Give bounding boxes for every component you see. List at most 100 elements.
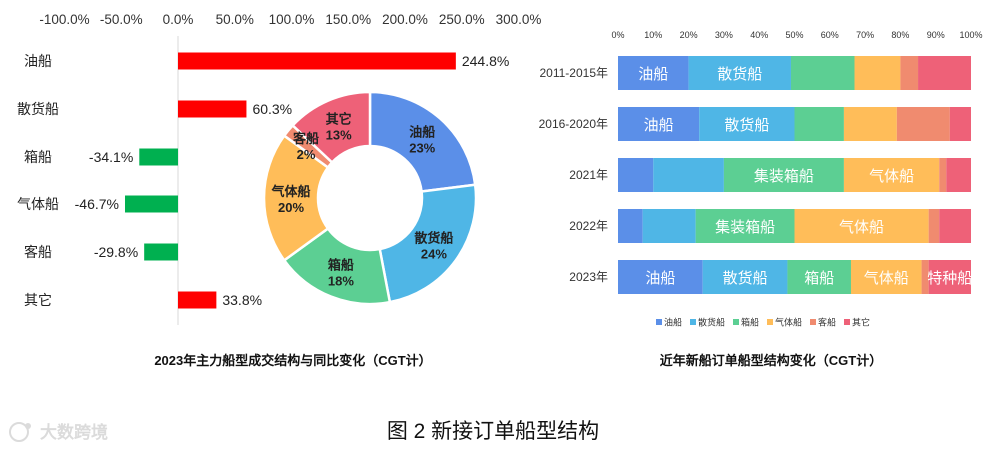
stacked-segment (928, 209, 940, 243)
category-label: 气体船 (17, 196, 59, 212)
legend-label: 气体船 (775, 317, 802, 328)
stacked-segment (918, 56, 971, 90)
bars (124, 52, 456, 309)
value-label: -46.7% (75, 196, 119, 212)
watermark-logo-icon (9, 422, 29, 442)
stacked-segment (896, 107, 950, 141)
x-tick-label: 90% (927, 30, 945, 40)
year-label: 2016-2020年 (539, 117, 608, 131)
stacked-segment (723, 158, 844, 192)
segment-label: 油船 (645, 270, 675, 287)
right-chart-title: 近年新船订单船型结构变化（CGT计） (660, 353, 882, 368)
x-tick-label: -50.0% (100, 12, 143, 27)
x-tick-label: 100% (959, 30, 982, 40)
value-label: -34.1% (89, 149, 133, 165)
legend-swatch (767, 319, 773, 325)
x-tick-label: 40% (750, 30, 768, 40)
year-label: 2021年 (569, 168, 608, 182)
segment-label: 气体船 (839, 219, 884, 236)
stacked-segment (787, 260, 851, 294)
donut-slice-value: 24% (421, 246, 447, 261)
yoy-change-bar-chart: -100.0% -50.0% 0.0% 50.0% 100.0% 150.0% 200.0%… (17, 12, 541, 368)
bar (178, 100, 247, 118)
x-tick-label: 250.0% (439, 12, 485, 27)
value-label: -29.8% (94, 244, 138, 260)
stacked-segment (900, 56, 919, 90)
stacked-segment (653, 158, 724, 192)
donut-slice-value: 2% (297, 147, 316, 162)
stacked-segment (702, 260, 788, 294)
stacked-segment (699, 107, 795, 141)
donut-slice-value: 18% (328, 273, 354, 288)
stacked-segment (618, 56, 689, 90)
stacked-segment (618, 260, 703, 294)
stacked-segment (618, 158, 654, 192)
legend-swatch (733, 319, 739, 325)
donut-slice-name: 油船 (409, 125, 435, 140)
segment-label: 气体船 (864, 270, 909, 287)
category-label: 油船 (24, 53, 52, 69)
bar (139, 148, 178, 166)
bar (144, 243, 178, 261)
donut-slice (290, 90, 372, 165)
x-axis-tick-labels: -100.0% -50.0% 0.0% 50.0% 100.0% 150.0% 200.0%… (39, 12, 541, 27)
segment-label: 集装箱船 (715, 219, 775, 236)
segment-label: 特种船 (927, 270, 972, 287)
x-tick-label: 30% (715, 30, 733, 40)
x-tick-label: -100.0% (39, 12, 89, 27)
stacked-segment (921, 260, 929, 294)
x-axis-tick-labels: 0% 10% 20% 30% 40% 50% 60% 70% 80% 90% 100% (611, 30, 982, 40)
donut-slice-name: 散货船 (414, 230, 453, 245)
legend-label: 油船 (664, 317, 682, 328)
donut-slice-value: 23% (409, 141, 435, 156)
stacked-segment (618, 209, 643, 243)
x-tick-label: 60% (821, 30, 839, 40)
year-label: 2011-2015年 (540, 66, 609, 80)
x-tick-label: 0.0% (163, 12, 194, 27)
donut-slice-name: 客船 (293, 131, 319, 146)
stacked-segment (688, 56, 791, 90)
value-labels: 244.8% 60.3% -34.1% -46.7% -29.8% 33.8% (75, 53, 510, 308)
year-labels: 2011-2015年 2016-2020年 2021年 2022年 2023年 (539, 66, 608, 284)
watermark-logo-dot (25, 423, 31, 429)
figure-caption: 图 2 新接订单船型结构 (387, 420, 599, 443)
left-chart-title: 2023年主力船型成交结构与同比变化（CGT计） (154, 353, 431, 368)
legend-label: 箱船 (741, 317, 759, 328)
donut-slice (262, 133, 330, 263)
stacked-segment (843, 158, 940, 192)
x-tick-label: 50.0% (216, 12, 254, 27)
value-label: 60.3% (252, 101, 292, 117)
category-label: 客船 (24, 244, 52, 260)
donut-slice-value: 13% (326, 127, 352, 142)
legend-swatch (656, 319, 662, 325)
stacked-segment (790, 56, 855, 90)
year-label: 2023年 (569, 270, 608, 284)
donut-slice-value: 20% (278, 200, 304, 215)
x-tick-label: 20% (680, 30, 698, 40)
stacked-segment (794, 107, 844, 141)
stacked-segment (618, 107, 700, 141)
stacked-segment (946, 158, 971, 192)
segment-label: 集装箱船 (754, 168, 814, 185)
value-label: 244.8% (462, 53, 509, 69)
stacked-segment (850, 260, 922, 294)
segment-label: 散货船 (723, 270, 768, 287)
x-tick-label: 300.0% (496, 12, 542, 27)
legend-swatch (690, 319, 696, 325)
donut-slice-name: 气体船 (271, 184, 310, 199)
value-label: 33.8% (222, 292, 262, 308)
donut-slices (262, 90, 478, 306)
x-tick-label: 100.0% (269, 12, 315, 27)
x-tick-label: 50% (785, 30, 803, 40)
legend: 油船 散货船 箱船 气体船 客船 其它 (656, 317, 870, 328)
stacked-segment (695, 209, 795, 243)
stacked-segments (618, 56, 971, 294)
x-tick-label: 10% (644, 30, 662, 40)
x-tick-label: 200.0% (382, 12, 428, 27)
watermark-text: 大数跨境 (40, 422, 108, 442)
